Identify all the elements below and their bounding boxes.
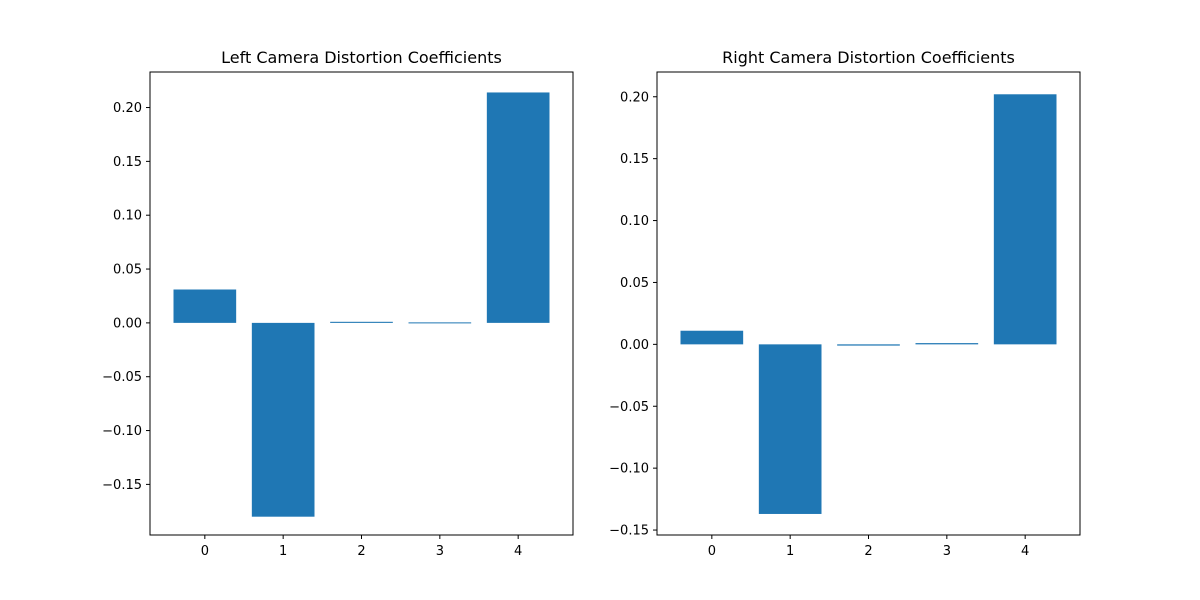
- left-ytick-label: 0.15: [113, 155, 142, 170]
- left-ytick-label: 0.20: [113, 101, 142, 116]
- right-bar-3: [915, 343, 979, 345]
- left-xtick-label: 4: [514, 544, 522, 559]
- right-ytick-label: −0.10: [609, 462, 649, 477]
- left-ytick-label: 0.00: [113, 316, 142, 331]
- right-xtick-label: 1: [786, 544, 794, 559]
- right-ytick-label: −0.15: [609, 524, 649, 539]
- right-xtick-label: 3: [943, 544, 951, 559]
- right-ytick-label: 0.20: [620, 90, 649, 105]
- right-bar-4: [993, 94, 1057, 345]
- left-ytick-label: −0.10: [102, 424, 142, 439]
- right-xtick-label: 4: [1021, 544, 1029, 559]
- left-camera-chart: −0.15 −0.10 −0.05 0.00 0.05 0.10 0.15 0.20 0 1 2 3 4…: [102, 48, 574, 559]
- left-xtick-label: 1: [279, 544, 287, 559]
- left-ytick-label: 0.05: [113, 263, 142, 278]
- right-bar-1: [758, 344, 822, 514]
- right-camera-chart: −0.15 −0.10 −0.05 0.00 0.05 0.10 0.15 0.20 0 1 2 3 4…: [609, 48, 1081, 559]
- right-ytick-label: 0.00: [620, 338, 649, 353]
- right-ytick-label: 0.15: [620, 152, 649, 167]
- right-ytick-label: −0.05: [609, 400, 649, 415]
- left-bar-3: [408, 322, 472, 324]
- right-chart-title: Right Camera Distortion Coefficients: [722, 48, 1015, 67]
- left-bar-0: [173, 289, 237, 323]
- right-ytick-label: 0.05: [620, 276, 649, 291]
- right-xtick-label: 0: [708, 544, 716, 559]
- left-xtick-label: 2: [357, 544, 365, 559]
- left-ytick-label: −0.05: [102, 370, 142, 385]
- left-ytick-label: 0.10: [113, 209, 142, 224]
- left-bar-4: [486, 92, 550, 323]
- right-ytick-label: 0.10: [620, 214, 649, 229]
- left-xtick-label: 3: [436, 544, 444, 559]
- left-bar-2: [330, 321, 393, 323]
- left-chart-title: Left Camera Distortion Coefficients: [221, 48, 502, 67]
- right-bar-0: [680, 330, 744, 345]
- right-bar-2: [837, 344, 900, 346]
- right-xtick-label: 2: [864, 544, 872, 559]
- left-ytick-label: −0.15: [102, 478, 142, 493]
- left-xtick-label: 0: [201, 544, 209, 559]
- left-bar-1: [251, 322, 315, 517]
